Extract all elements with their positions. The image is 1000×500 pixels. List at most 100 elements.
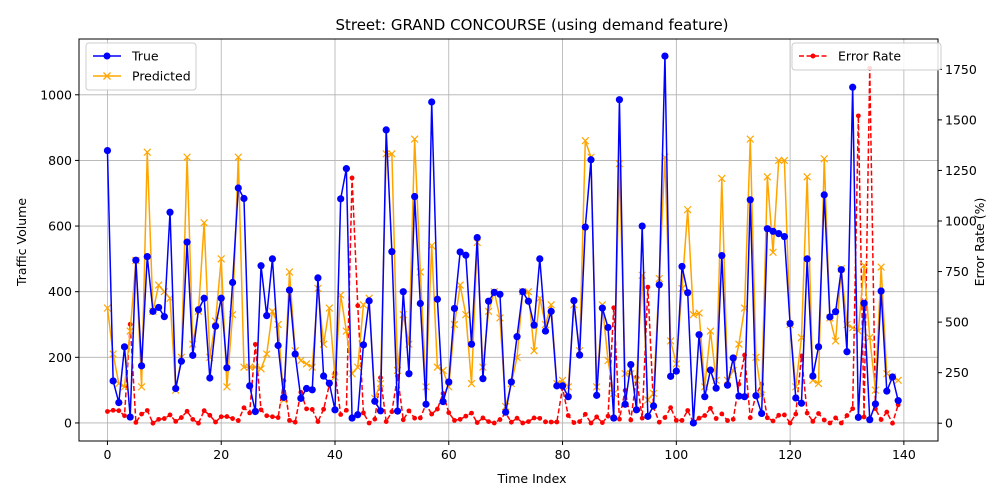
error-rate-point xyxy=(673,417,679,423)
true-point xyxy=(536,255,544,263)
true-point xyxy=(871,400,880,408)
true-point xyxy=(359,341,368,349)
error-rate-point xyxy=(480,415,486,421)
error-rate-point xyxy=(747,415,753,421)
error-rate-point xyxy=(668,405,674,411)
predicted-point xyxy=(450,320,459,329)
predicted-point xyxy=(234,153,243,161)
true-point xyxy=(428,98,436,106)
error-rate-point xyxy=(207,412,213,418)
error-rate-point xyxy=(400,417,406,423)
true-point xyxy=(775,230,783,238)
true-point xyxy=(490,288,498,296)
true-point xyxy=(348,414,356,422)
x-axis: 0 20 40 60 80 100 120 140 xyxy=(103,441,916,462)
x-tick-label: 140 xyxy=(892,447,916,462)
predicted-point xyxy=(547,300,555,309)
predicted-point xyxy=(752,353,760,362)
true-point xyxy=(758,409,766,418)
error-rate-point xyxy=(349,175,355,181)
predicted-point xyxy=(718,174,726,183)
true-point xyxy=(780,232,789,241)
predicted-point xyxy=(763,173,772,181)
error-rate-point xyxy=(372,416,378,422)
true-point xyxy=(678,262,686,271)
error-rate-point xyxy=(150,420,156,426)
true-point xyxy=(860,299,868,307)
true-point xyxy=(422,400,430,408)
error-rate-point xyxy=(605,413,611,419)
true-point xyxy=(126,413,134,421)
predicted-point xyxy=(820,154,829,163)
error-rate-point xyxy=(139,411,144,417)
true-point xyxy=(644,412,652,420)
plot-frame xyxy=(78,38,939,442)
error-rate-point xyxy=(235,418,241,423)
error-rate-point xyxy=(361,410,366,416)
true-point xyxy=(820,191,828,199)
legend-left: True Predicted xyxy=(85,42,197,91)
true-point xyxy=(769,227,777,235)
error-rate-point xyxy=(190,416,196,422)
error-rate-point xyxy=(531,415,537,421)
true-point xyxy=(223,364,231,372)
true-point xyxy=(160,313,168,321)
error-rate-point xyxy=(804,410,810,416)
true-point xyxy=(382,126,390,134)
true-point xyxy=(826,313,834,321)
true-point xyxy=(627,360,635,369)
predicted-point xyxy=(706,327,715,335)
predicted-point xyxy=(154,281,163,289)
true-point xyxy=(701,393,709,401)
predicted-point xyxy=(695,309,703,317)
true-point xyxy=(854,413,862,421)
true-point xyxy=(564,393,572,401)
legend-true-label: True xyxy=(131,49,159,64)
true-point xyxy=(462,251,470,259)
predicted-point xyxy=(530,346,538,355)
predicted-point xyxy=(780,156,789,165)
x-tick-label: 60 xyxy=(441,447,457,462)
error-rate-point xyxy=(838,420,844,426)
predicted-point xyxy=(581,136,590,145)
true-point xyxy=(740,393,749,401)
true-point xyxy=(558,382,567,390)
error-rate-point xyxy=(156,416,162,422)
true-point xyxy=(832,308,840,316)
true-point xyxy=(228,278,237,287)
true-point xyxy=(655,281,663,289)
error-rate-point xyxy=(474,420,480,425)
true-point xyxy=(320,372,328,380)
predicted-point xyxy=(297,356,305,365)
error-rate-point xyxy=(463,413,469,419)
error-rate-point xyxy=(429,411,435,417)
true-point xyxy=(877,287,885,295)
error-rate-point xyxy=(366,420,372,426)
true-point xyxy=(109,377,117,385)
y2-tick-label: 1750 xyxy=(945,62,977,77)
predicted-point xyxy=(615,159,624,168)
predicted-point xyxy=(814,379,823,388)
error-rate-point xyxy=(537,415,543,421)
true-point xyxy=(479,375,487,383)
predicted-point xyxy=(262,350,271,358)
predicted-point xyxy=(103,304,112,312)
error-rate-point xyxy=(224,414,230,419)
true-point xyxy=(866,416,874,424)
true-point xyxy=(513,333,521,341)
legend-predicted-marker xyxy=(103,72,111,80)
predicted-point xyxy=(120,383,129,391)
true-point xyxy=(325,379,333,387)
predicted-point xyxy=(433,363,442,371)
true-point xyxy=(615,96,624,104)
error-rate-point xyxy=(412,415,418,421)
error-rate-point xyxy=(355,303,361,309)
true-point xyxy=(137,362,146,370)
true-point xyxy=(206,374,214,382)
error-rate-point xyxy=(491,420,497,426)
true-point xyxy=(399,288,407,296)
true-point xyxy=(285,286,294,294)
grid-lines xyxy=(79,39,938,441)
true-point xyxy=(297,394,305,402)
legend-left-box xyxy=(85,42,197,91)
